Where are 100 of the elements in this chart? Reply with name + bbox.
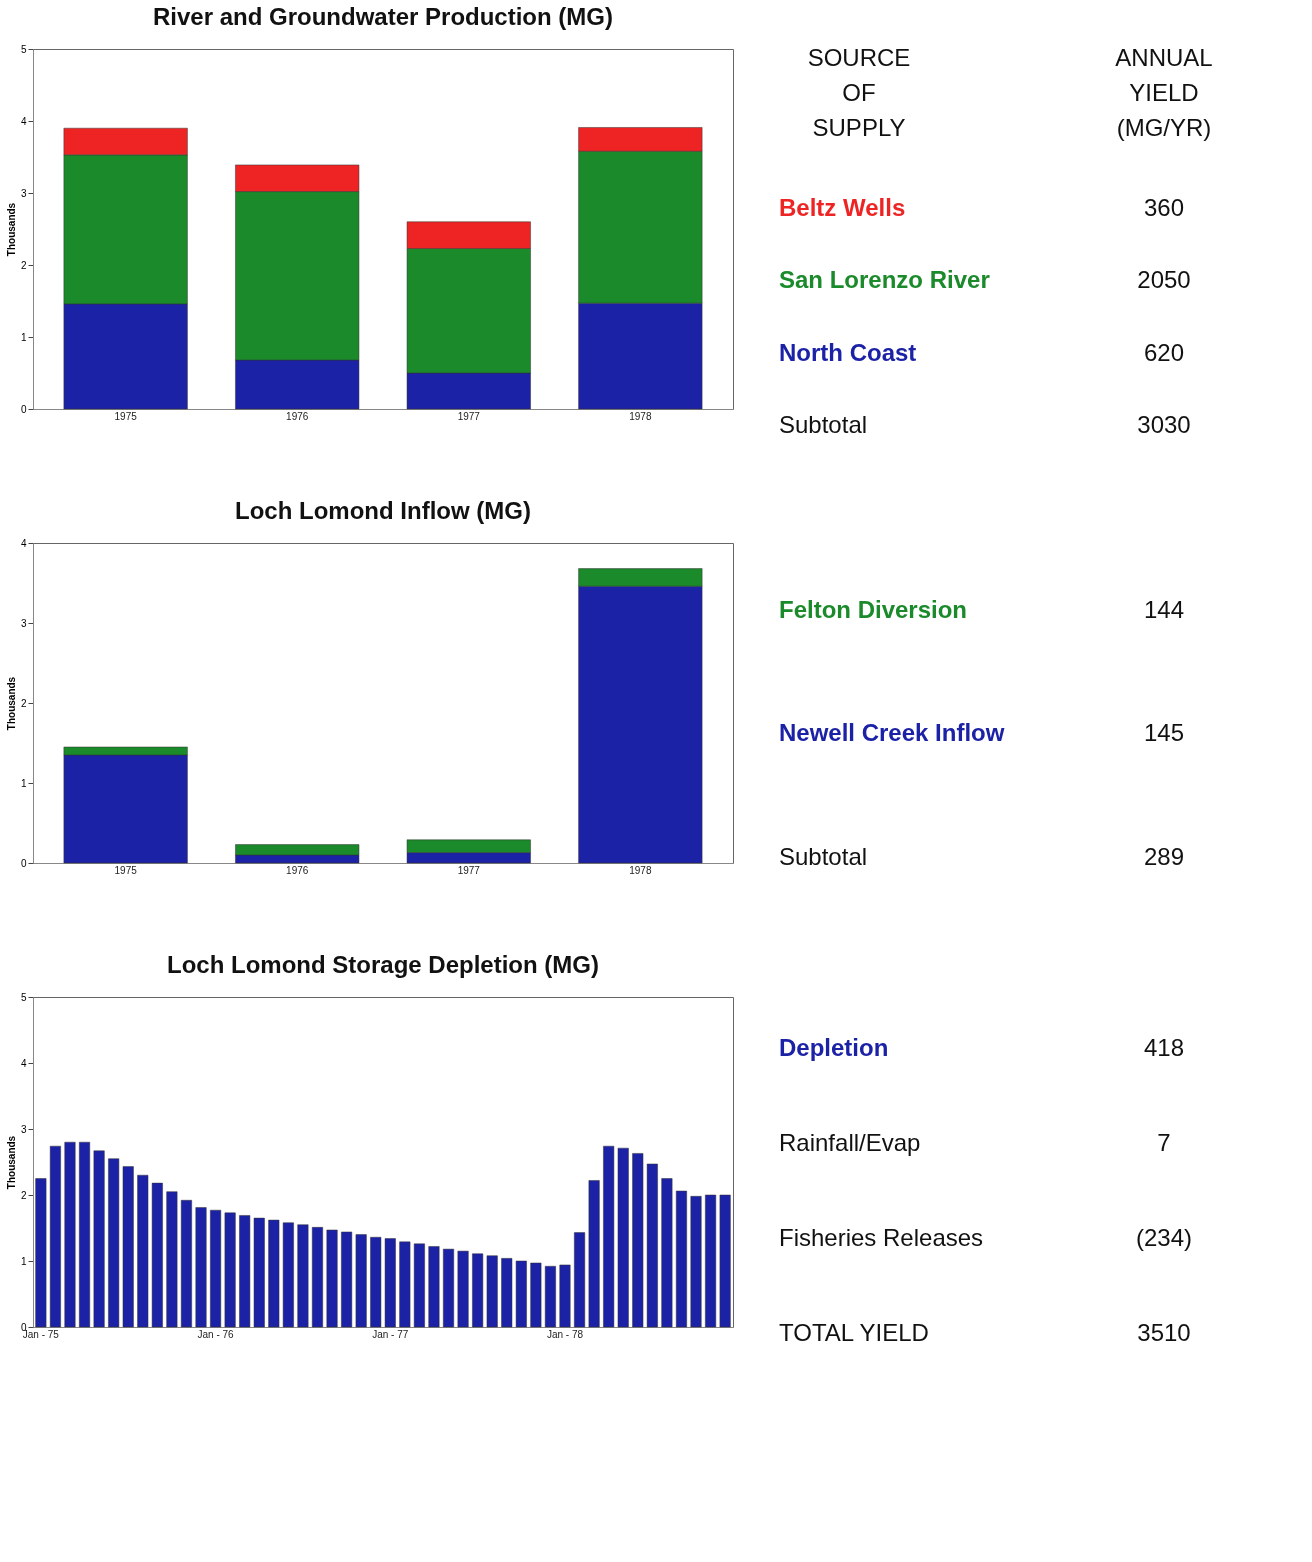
text: (234) (1135, 1224, 1193, 1252)
text: Newell Creek Inflow (779, 719, 1005, 747)
bar (399, 1241, 411, 1328)
y-tick-label: 2 (20, 697, 27, 709)
x-tick-label: 1976 (286, 864, 309, 876)
y-tick-label: 5 (20, 991, 27, 1003)
bar (428, 1246, 440, 1328)
bar (719, 1194, 731, 1328)
bar (617, 1147, 629, 1328)
bar (79, 1141, 91, 1328)
y-tick-label: 4 (20, 115, 27, 127)
y-tick-label: 0 (20, 1321, 27, 1333)
bar (632, 1153, 644, 1328)
text: ANNUAL YIELD (MG/YR) (1115, 44, 1213, 141)
bar (472, 1253, 484, 1328)
y-axis-title: Thousands (5, 202, 17, 257)
bar (661, 1178, 673, 1328)
bar (603, 1145, 615, 1328)
bar (501, 1258, 513, 1328)
bar (384, 1238, 396, 1328)
y-tick-label: 1 (20, 777, 27, 789)
text: 418 (1143, 1034, 1185, 1062)
bar (530, 1262, 542, 1328)
text: 145 (1143, 719, 1185, 747)
text: 620 (1143, 338, 1185, 366)
text: Subtotal (779, 411, 868, 439)
text: 7 (1157, 1129, 1171, 1157)
text: Depletion (779, 1034, 889, 1062)
bar (705, 1194, 717, 1328)
bar (326, 1229, 338, 1328)
bar (544, 1266, 556, 1328)
y-tick-label: 5 (20, 43, 27, 55)
y-tick-label: 1 (20, 331, 27, 343)
bar (195, 1207, 207, 1328)
text: 2050 (1137, 266, 1191, 294)
chart-title: River and Groundwater Production (MG) (152, 3, 614, 30)
chart-title: Loch Lomond Storage Depletion (MG) (167, 951, 599, 978)
x-tick-label: 1978 (629, 410, 652, 422)
bar (210, 1209, 222, 1328)
text: Fisheries Releases (779, 1224, 984, 1252)
x-tick-label: Jan - 78 (546, 1328, 584, 1340)
bar (35, 1178, 47, 1328)
bar (486, 1255, 498, 1328)
y-axis-title: Thousands (5, 1135, 17, 1190)
bar (268, 1219, 280, 1328)
y-tick-label: 3 (20, 617, 27, 629)
text: Felton Diversion (779, 595, 968, 623)
text: San Lorenzo River (779, 266, 990, 294)
x-tick-label: 1976 (286, 410, 309, 422)
bar (49, 1145, 61, 1328)
y-tick-label: 2 (20, 259, 27, 271)
bar (282, 1222, 294, 1328)
source-note: SOURCE OF SUPPLY (807, 44, 911, 141)
bar (443, 1248, 455, 1328)
text: 289 (1143, 842, 1185, 870)
y-tick-label: 1 (20, 1255, 27, 1267)
chart-title: Loch Lomond Inflow (MG) (235, 497, 531, 524)
x-tick-label: 1975 (114, 864, 138, 876)
bar (180, 1200, 192, 1328)
bar (341, 1231, 353, 1328)
y-tick-label: 2 (20, 1189, 27, 1201)
text: North Coast (779, 338, 917, 366)
text: TOTAL YIELD (779, 1319, 929, 1347)
x-tick-label: 1975 (114, 410, 138, 422)
y-tick-label: 3 (20, 187, 27, 199)
bar (64, 1141, 76, 1328)
bar (515, 1260, 527, 1328)
y-tick-label: 0 (20, 857, 27, 869)
y-tick-label: 4 (20, 1057, 27, 1069)
bar (559, 1264, 571, 1328)
x-tick-label: Jan - 77 (372, 1328, 409, 1340)
text: Subtotal (779, 842, 868, 870)
bar (690, 1196, 702, 1328)
x-tick-label: 1977 (457, 410, 481, 422)
bar (151, 1182, 163, 1328)
bar (574, 1232, 586, 1328)
y-axis-title: Thousands (5, 676, 17, 731)
bar (166, 1191, 178, 1328)
x-tick-label: Jan - 76 (197, 1328, 235, 1340)
text: 144 (1143, 595, 1185, 623)
bar (122, 1166, 134, 1328)
bar (224, 1212, 236, 1328)
text: Rainfall/Evap (779, 1129, 921, 1157)
text: 3510 (1137, 1319, 1191, 1347)
x-tick-label: 1978 (629, 864, 652, 876)
bar (675, 1190, 687, 1328)
bar (239, 1215, 251, 1328)
y-tick-label: 3 (20, 1123, 27, 1135)
bar (355, 1234, 367, 1328)
text: 3030 (1137, 411, 1191, 439)
bar (646, 1163, 658, 1328)
bar (137, 1174, 149, 1328)
y-tick-label: 4 (20, 537, 27, 549)
bar (311, 1227, 323, 1328)
bar (370, 1236, 382, 1328)
y-tick-label: 0 (20, 403, 27, 415)
bar (108, 1158, 120, 1328)
x-tick-label: 1977 (457, 864, 481, 876)
bar (253, 1217, 265, 1328)
bar (297, 1224, 309, 1328)
